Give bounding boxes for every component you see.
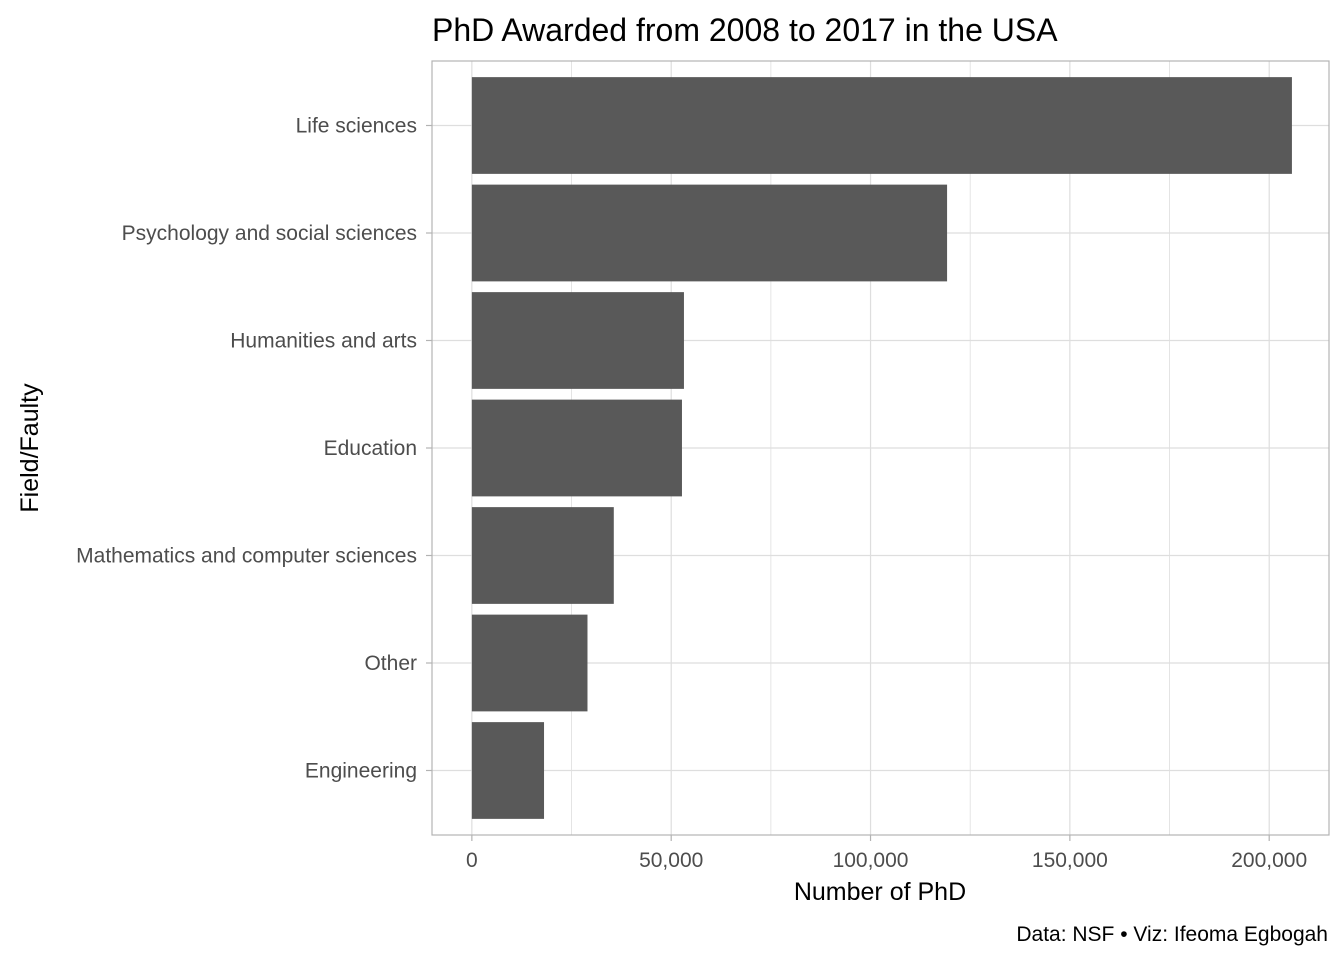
y-tick-label: Mathematics and computer sciences	[76, 545, 417, 568]
x-tick-label: 50,000	[639, 849, 703, 872]
y-tick-label: Education	[324, 437, 417, 460]
y-tick-label: Other	[364, 652, 417, 675]
bar	[471, 77, 1292, 174]
y-axis: Life sciences Psychology and social scien…	[76, 115, 432, 783]
x-tick-label: 150,000	[1032, 849, 1108, 872]
x-axis: 0 50,000 100,000 150,000 200,000	[466, 835, 1307, 872]
bar	[471, 722, 545, 819]
bar	[471, 507, 614, 604]
chart-title: PhD Awarded from 2008 to 2017 in the USA	[432, 12, 1058, 48]
x-axis-title: Number of PhD	[794, 878, 966, 906]
bar-group	[471, 77, 1292, 819]
y-tick-label: Life sciences	[296, 115, 417, 138]
bar	[471, 614, 588, 712]
x-tick-label: 0	[466, 849, 478, 872]
bar	[471, 184, 948, 282]
x-tick-label: 200,000	[1231, 849, 1307, 872]
bar	[471, 399, 682, 497]
y-axis-title: Field/Faulty	[16, 383, 44, 513]
y-tick-label: Psychology and social sciences	[122, 222, 417, 245]
y-tick-label: Humanities and arts	[230, 330, 417, 353]
y-tick-label: Engineering	[305, 760, 417, 783]
chart-caption: Data: NSF • Viz: Ifeoma Egbogah	[1016, 923, 1328, 946]
bar	[471, 292, 684, 389]
x-tick-label: 100,000	[833, 849, 909, 872]
